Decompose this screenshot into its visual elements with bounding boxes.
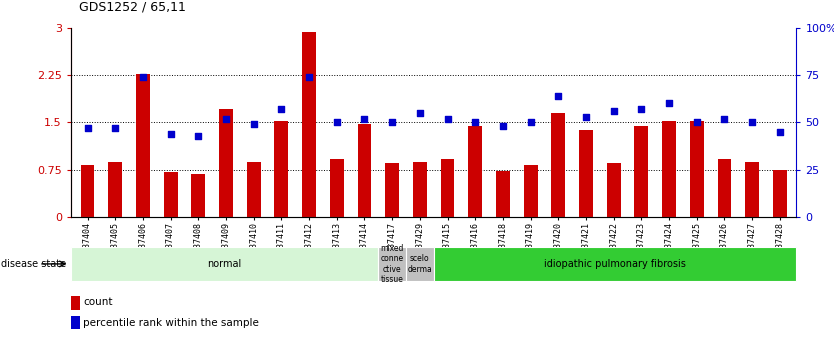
Text: count: count [83, 297, 113, 307]
Bar [378, 247, 406, 281]
Point [274, 106, 288, 112]
Point [580, 114, 593, 119]
Bar [607, 163, 620, 217]
Bar [329, 159, 344, 217]
Point [469, 120, 482, 125]
Point [773, 129, 786, 135]
Point [524, 120, 537, 125]
Point [164, 131, 178, 137]
Bar [191, 174, 205, 217]
Bar [136, 74, 150, 217]
Text: disease state: disease state [1, 259, 66, 269]
Point [690, 120, 703, 125]
Bar [81, 166, 94, 217]
Point [746, 120, 759, 125]
Point [108, 125, 122, 131]
Text: normal: normal [208, 259, 242, 269]
Bar [524, 166, 538, 217]
Point [551, 93, 565, 99]
Bar [413, 162, 427, 217]
Bar [71, 316, 80, 329]
Point [413, 110, 426, 116]
Point [192, 133, 205, 138]
Point [607, 108, 620, 114]
Point [441, 116, 455, 121]
Bar [551, 113, 565, 217]
Bar [108, 162, 122, 217]
Text: GDS1252 / 65,11: GDS1252 / 65,11 [79, 1, 186, 14]
Point [330, 120, 344, 125]
Bar [302, 32, 316, 217]
Point [635, 106, 648, 112]
Point [358, 116, 371, 121]
Point [219, 116, 233, 121]
Point [247, 121, 260, 127]
Bar [247, 162, 260, 217]
Bar [773, 170, 786, 217]
Point [496, 124, 510, 129]
Bar [406, 247, 434, 281]
Point [662, 101, 676, 106]
Bar [469, 126, 482, 217]
Text: percentile rank within the sample: percentile rank within the sample [83, 317, 259, 327]
Bar [662, 121, 676, 217]
Text: mixed
conne
ctive
tissue: mixed conne ctive tissue [380, 244, 404, 284]
Point [81, 125, 94, 131]
Bar [71, 296, 80, 309]
Point [385, 120, 399, 125]
Text: idiopathic pulmonary fibrosis: idiopathic pulmonary fibrosis [544, 259, 686, 269]
Bar [163, 172, 178, 217]
Bar [717, 159, 731, 217]
Bar [496, 171, 510, 217]
Bar [71, 247, 378, 281]
Point [303, 74, 316, 80]
Bar [274, 121, 289, 217]
Bar [358, 124, 371, 217]
Bar [434, 247, 796, 281]
Bar [219, 109, 233, 217]
Point [136, 74, 149, 80]
Point [718, 116, 731, 121]
Bar [635, 126, 648, 217]
Bar [690, 121, 704, 217]
Text: scelo
derma: scelo derma [407, 254, 432, 274]
Bar [440, 159, 455, 217]
Bar [579, 130, 593, 217]
Bar [385, 163, 399, 217]
Bar [746, 162, 759, 217]
